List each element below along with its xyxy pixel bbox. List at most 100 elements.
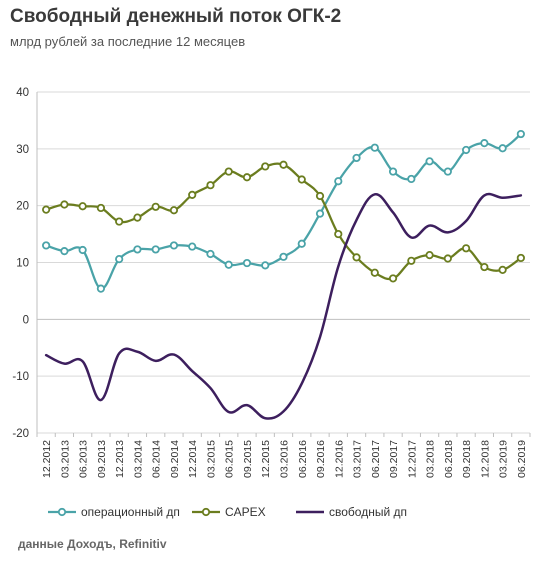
series-1-point bbox=[370, 143, 379, 152]
series-1-point bbox=[42, 241, 51, 250]
x-tick-label: 12.2016 bbox=[333, 440, 345, 478]
series-2-point bbox=[370, 268, 379, 277]
series-1-point bbox=[315, 209, 325, 218]
series-2-point bbox=[133, 213, 142, 222]
y-tick-label: 10 bbox=[16, 258, 29, 270]
series-1-point bbox=[334, 177, 343, 186]
series-2-point bbox=[206, 181, 215, 190]
series-1-point bbox=[224, 260, 233, 269]
x-tick-label: 12.2012 bbox=[41, 440, 53, 478]
series-1-point bbox=[151, 245, 160, 254]
series-1-point bbox=[498, 144, 507, 153]
x-tick-label: 03.2014 bbox=[132, 440, 144, 478]
x-tick-label: 12.2017 bbox=[406, 440, 418, 478]
x-tick-label: 06.2016 bbox=[297, 440, 309, 478]
series-2-point bbox=[498, 265, 507, 274]
series-2-point bbox=[388, 274, 398, 283]
series-2-point bbox=[425, 251, 434, 260]
x-tick-label: 03.2016 bbox=[279, 440, 291, 478]
series-2-point bbox=[407, 256, 416, 265]
x-tick-label: 09.2014 bbox=[169, 440, 181, 478]
y-tick-label: -10 bbox=[12, 371, 29, 383]
series-1-point bbox=[516, 129, 525, 139]
series-1-point bbox=[188, 242, 197, 251]
x-tick-label: 09.2015 bbox=[242, 440, 254, 478]
x-tick-label: 06.2017 bbox=[370, 440, 382, 478]
series-2-point bbox=[78, 202, 87, 211]
series-2-point bbox=[151, 202, 160, 211]
series-1-point bbox=[206, 249, 215, 259]
series-2-point bbox=[297, 175, 306, 184]
series-1-point bbox=[443, 167, 452, 176]
series-2-point bbox=[352, 253, 361, 262]
x-tick-label: 09.2017 bbox=[388, 440, 400, 478]
series-2-point bbox=[315, 191, 325, 201]
x-tick-label: 06.2018 bbox=[443, 440, 455, 478]
series-3-line bbox=[44, 192, 523, 420]
y-tick-label: 30 bbox=[16, 144, 29, 156]
chart-title: Свободный денежный поток ОГК-2 bbox=[10, 6, 342, 27]
x-tick-label: 12.2013 bbox=[114, 440, 126, 478]
series-1-point bbox=[133, 245, 142, 254]
x-tick-label: 06.2013 bbox=[78, 440, 90, 478]
series-2-point bbox=[96, 203, 106, 213]
series-2-point bbox=[279, 160, 288, 169]
series-1-line bbox=[45, 132, 522, 290]
markers-layer bbox=[42, 129, 525, 293]
series-2-point bbox=[334, 229, 343, 239]
x-tick-label: 06.2014 bbox=[151, 440, 163, 478]
x-axis-tick-labels: 12.2012 03.2013 06.2013 09.2013 12.2013 03.20… bbox=[41, 440, 528, 478]
x-tick-label: 03.2018 bbox=[425, 440, 437, 478]
series-1-point bbox=[388, 167, 398, 176]
x-tick-label: 09.2016 bbox=[315, 440, 327, 478]
series-2-point bbox=[480, 262, 489, 272]
series-1-point bbox=[425, 157, 434, 166]
chart-subtitle: млрд рублей за последние 12 месяцев bbox=[10, 34, 246, 49]
series-1-point bbox=[480, 139, 489, 148]
x-tick-label: 03.2013 bbox=[59, 440, 71, 478]
series-1-point bbox=[60, 247, 69, 256]
source-note: данные Доходъ, Refinitiv bbox=[18, 537, 167, 551]
series-1-point bbox=[352, 153, 361, 163]
axes bbox=[36, 92, 531, 437]
x-tick-label: 03.2015 bbox=[205, 440, 217, 478]
legend-label: свободный дп bbox=[329, 505, 407, 519]
series-1-point bbox=[78, 245, 87, 255]
x-tick-label: 09.2013 bbox=[96, 440, 108, 478]
y-tick-label: 40 bbox=[16, 87, 29, 99]
series-2-point bbox=[188, 190, 197, 199]
series-1-point bbox=[461, 145, 471, 155]
gridlines bbox=[37, 91, 530, 434]
legend-label: CAPEX bbox=[225, 505, 266, 519]
x-tick-label: 06.2015 bbox=[224, 440, 236, 478]
series-1-point bbox=[297, 239, 306, 248]
series-1-point bbox=[169, 241, 179, 250]
series-1-point bbox=[407, 174, 416, 184]
y-tick-label: -20 bbox=[12, 428, 29, 440]
x-tick-label: 09.2018 bbox=[461, 440, 473, 478]
series-2-point bbox=[461, 244, 471, 253]
series-2-point bbox=[443, 254, 452, 263]
x-tick-label: 03.2019 bbox=[498, 440, 510, 478]
series-1-point bbox=[96, 284, 106, 293]
legend-marker bbox=[57, 507, 67, 517]
series-1-point bbox=[279, 252, 288, 261]
series-2-point bbox=[224, 167, 233, 176]
x-tick-label: 03.2017 bbox=[352, 440, 364, 478]
series-2-point bbox=[115, 217, 124, 226]
series-1-point bbox=[242, 258, 252, 268]
series-1-point bbox=[261, 261, 270, 270]
x-tick-label: 12.2018 bbox=[479, 440, 491, 478]
legend: операционный дп CAPEX свободный дп bbox=[48, 505, 407, 519]
series-2-point bbox=[60, 200, 69, 209]
series-2-point bbox=[169, 206, 179, 215]
x-tick-label: 12.2014 bbox=[187, 440, 199, 478]
legend-marker bbox=[201, 507, 211, 517]
legend-label: операционный дп bbox=[81, 505, 180, 519]
series-2-point bbox=[261, 162, 270, 171]
x-tick-label: 12.2015 bbox=[260, 440, 272, 478]
x-tick-label: 06.2019 bbox=[516, 440, 528, 478]
series-2-point bbox=[242, 173, 252, 182]
y-tick-label: 0 bbox=[23, 314, 29, 326]
